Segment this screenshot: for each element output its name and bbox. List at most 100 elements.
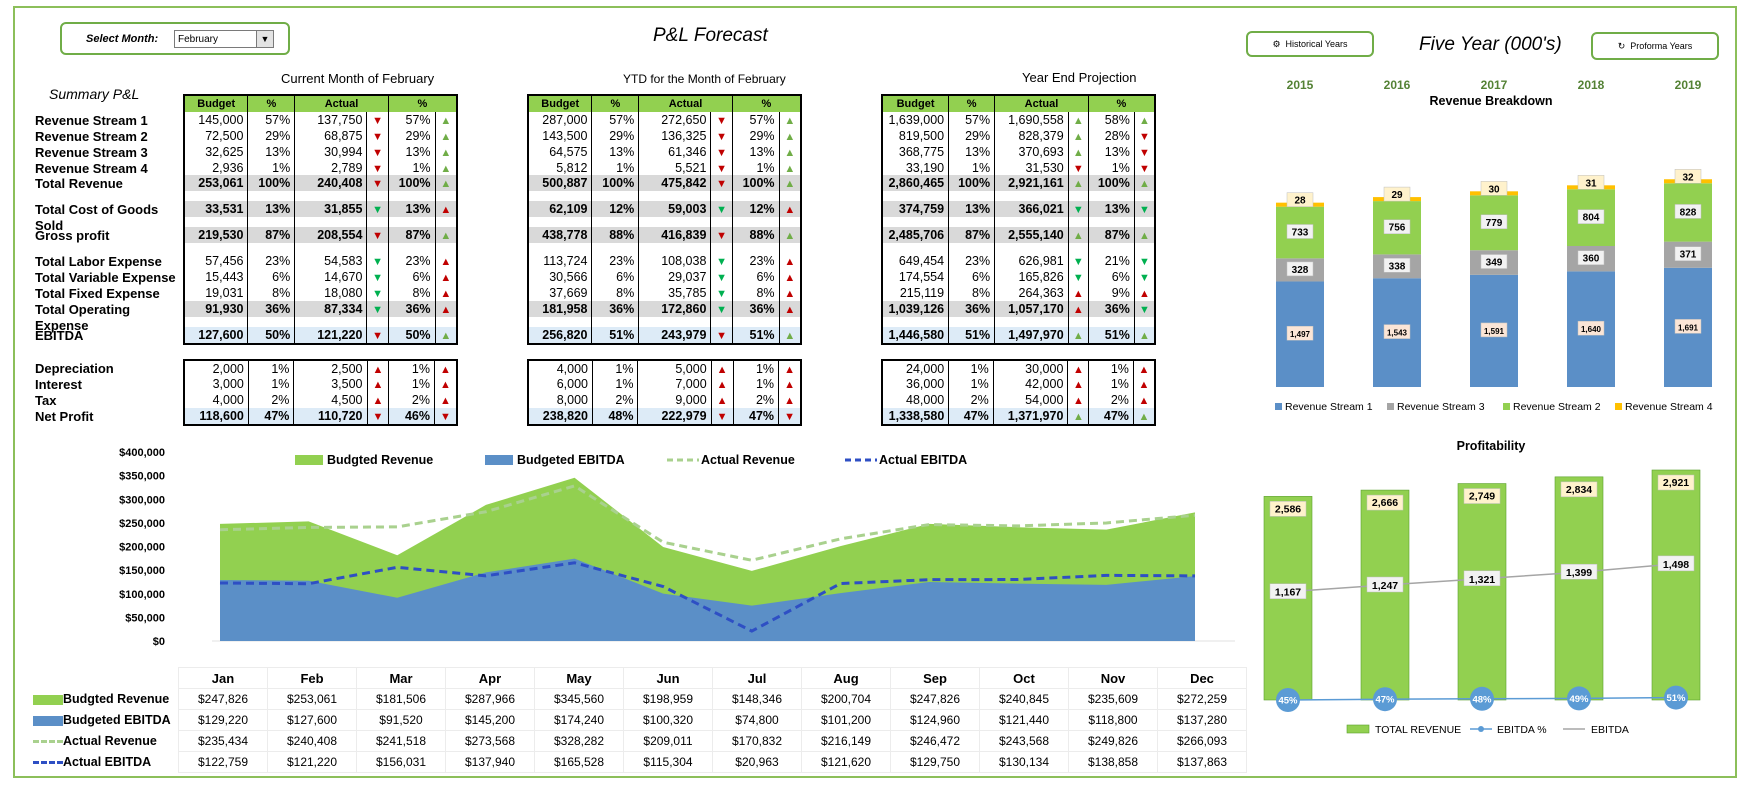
y-tick-label: $100,000 xyxy=(119,589,165,601)
trend-cell: ▲ xyxy=(1132,392,1155,409)
data-label-box xyxy=(1480,214,1508,230)
data-label: 49% xyxy=(1569,694,1589,705)
trend-cell: ▲ xyxy=(1133,284,1155,301)
arrow-up-icon: ▲ xyxy=(784,114,796,127)
trend-cell: ▲ xyxy=(778,392,801,409)
value-cell: 37,669 xyxy=(549,285,588,300)
data-label-box xyxy=(1657,555,1695,572)
data-label: 338 xyxy=(1389,261,1406,272)
trend-cell: ▲ xyxy=(1067,227,1089,244)
arrow-up-icon: ▲ xyxy=(1138,287,1150,300)
value-cell: 2,500 xyxy=(293,359,367,377)
year-end-header-0: Budget xyxy=(882,95,949,112)
value-cell: 2,789 xyxy=(294,159,367,176)
arrow-up-icon: ▲ xyxy=(1072,379,1084,392)
data-label-box xyxy=(1463,570,1501,587)
data-label: 2,834 xyxy=(1566,484,1592,496)
value-cell: 13% xyxy=(247,143,295,160)
data-label: 32 xyxy=(1682,172,1694,183)
data-label-box xyxy=(1577,250,1605,265)
table-row: 72,500 29% 68,875 ▼ 29% ▲ xyxy=(184,127,457,144)
row-label: Revenue Stream 4 xyxy=(35,160,148,176)
value-cell: 47% xyxy=(1088,408,1134,426)
value-cell: $272,259 xyxy=(1157,688,1247,710)
arrow-up-icon: ▲ xyxy=(784,363,795,376)
series-label: Actual EBITDA xyxy=(63,755,152,769)
trend-cell: ▲ xyxy=(434,392,457,409)
arrow-down-icon: ▼ xyxy=(372,287,384,300)
value-cell: $129,220 xyxy=(178,709,268,731)
month-header: Jun xyxy=(623,667,713,689)
data-label: 1,691 xyxy=(1678,323,1699,332)
value-cell: 32,625 xyxy=(205,144,244,159)
value-cell: 100% xyxy=(591,175,639,192)
table-row: 30,566 6% 29,037 ▼ 6% ▲ xyxy=(528,269,801,285)
value-cell: 1,039,126 xyxy=(882,300,949,317)
arrow-down-icon: ▼ xyxy=(716,130,728,143)
value-cell: 1,497,970 xyxy=(994,326,1069,344)
chevron-down-icon[interactable]: ▼ xyxy=(256,31,273,47)
arrow-up-icon: ▲ xyxy=(784,256,796,269)
arrow-down-icon: ▼ xyxy=(1138,130,1150,143)
value-cell: 2% xyxy=(732,392,779,409)
profitability-chart: Profitability 2,586 2,666 2,749 2,834 2,921 1,… xyxy=(1263,439,1701,736)
value-cell: $247,826 xyxy=(178,688,268,710)
table-row: 1,639,000 57% 1,690,558 ▲ 58% ▲ xyxy=(882,111,1155,128)
value-cell: 87% xyxy=(247,227,295,244)
value-cell: 3,000 xyxy=(212,377,244,392)
value-cell: $216,149 xyxy=(801,730,891,752)
value-cell: 208,554 xyxy=(294,227,367,244)
value-cell: 2% xyxy=(388,392,435,409)
revenue-bar xyxy=(1457,483,1507,701)
legend-swatch xyxy=(1346,724,1370,734)
data-label: 1,497 xyxy=(1290,330,1311,339)
trend-cell: ▼ xyxy=(1133,143,1155,160)
value-cell: 7,000 xyxy=(637,376,712,393)
arrow-down-icon: ▼ xyxy=(372,303,384,316)
table-row: 174,554 6% 165,826 ▼ 6% ▼ xyxy=(882,269,1155,285)
trend-cell: ▼ xyxy=(778,408,801,426)
arrow-down-icon: ▼ xyxy=(1072,204,1084,217)
ebitda-pct-marker xyxy=(1567,686,1591,711)
value-cell: 1,446,580 xyxy=(882,326,949,344)
arrow-up-icon: ▲ xyxy=(716,395,728,408)
trend-cell: ▼ xyxy=(366,111,389,128)
current-header-3: % xyxy=(387,95,457,112)
value-cell: 1% xyxy=(732,376,779,393)
trend-cell: ▼ xyxy=(710,408,734,426)
data-label-box xyxy=(1577,175,1605,190)
month-dropdown[interactable]: February ▼ xyxy=(174,30,274,48)
trend-cell: ▼ xyxy=(710,143,733,160)
value-cell: 264,363 xyxy=(994,284,1069,301)
legend-swatch xyxy=(33,694,63,705)
series-label: Actual Revenue xyxy=(63,734,157,748)
arrow-down-icon: ▼ xyxy=(372,130,384,143)
trend-cell: ▲ xyxy=(1132,408,1155,426)
row-label: Gross profit xyxy=(35,228,110,244)
five-year-title: Five Year (000's) xyxy=(1419,34,1562,55)
trend-cell: ▲ xyxy=(1132,359,1155,377)
arrow-down-icon: ▼ xyxy=(716,411,728,424)
y-tick-label: $150,000 xyxy=(119,565,165,577)
trend-cell: ▲ xyxy=(778,284,801,301)
value-cell: 222,979 xyxy=(637,408,712,426)
historical-years-button[interactable]: ⚙ Historical Years xyxy=(1246,31,1374,57)
row-label: Total Cost of Goods Sold xyxy=(35,202,159,234)
table-row: 62,109 12% 59,003 ▼ 12% ▲ xyxy=(528,201,801,218)
value-cell: 14,670 xyxy=(294,269,367,285)
arrow-down-icon: ▼ xyxy=(716,329,728,342)
chart-title: Revenue Breakdown xyxy=(1430,94,1553,108)
proforma-years-button[interactable]: ↻ Proforma Years xyxy=(1591,32,1719,60)
value-cell: 1% xyxy=(948,376,994,393)
value-cell: 87% xyxy=(1087,227,1135,244)
arrow-up-icon: ▲ xyxy=(716,379,728,392)
value-cell: 416,839 xyxy=(638,227,711,244)
table-row: 374,759 13% 366,021 ▼ 13% ▼ xyxy=(882,201,1155,218)
value-cell: 1,639,000 xyxy=(888,112,945,127)
arrow-down-icon: ▼ xyxy=(716,303,728,316)
value-cell: 368,775 xyxy=(898,144,945,159)
table-row: 33,190 1% 31,530 ▼ 1% ▼ xyxy=(882,159,1155,176)
value-cell: 1% xyxy=(948,159,995,176)
trend-cell: ▼ xyxy=(710,127,733,144)
value-cell: 127,600 xyxy=(184,326,248,344)
